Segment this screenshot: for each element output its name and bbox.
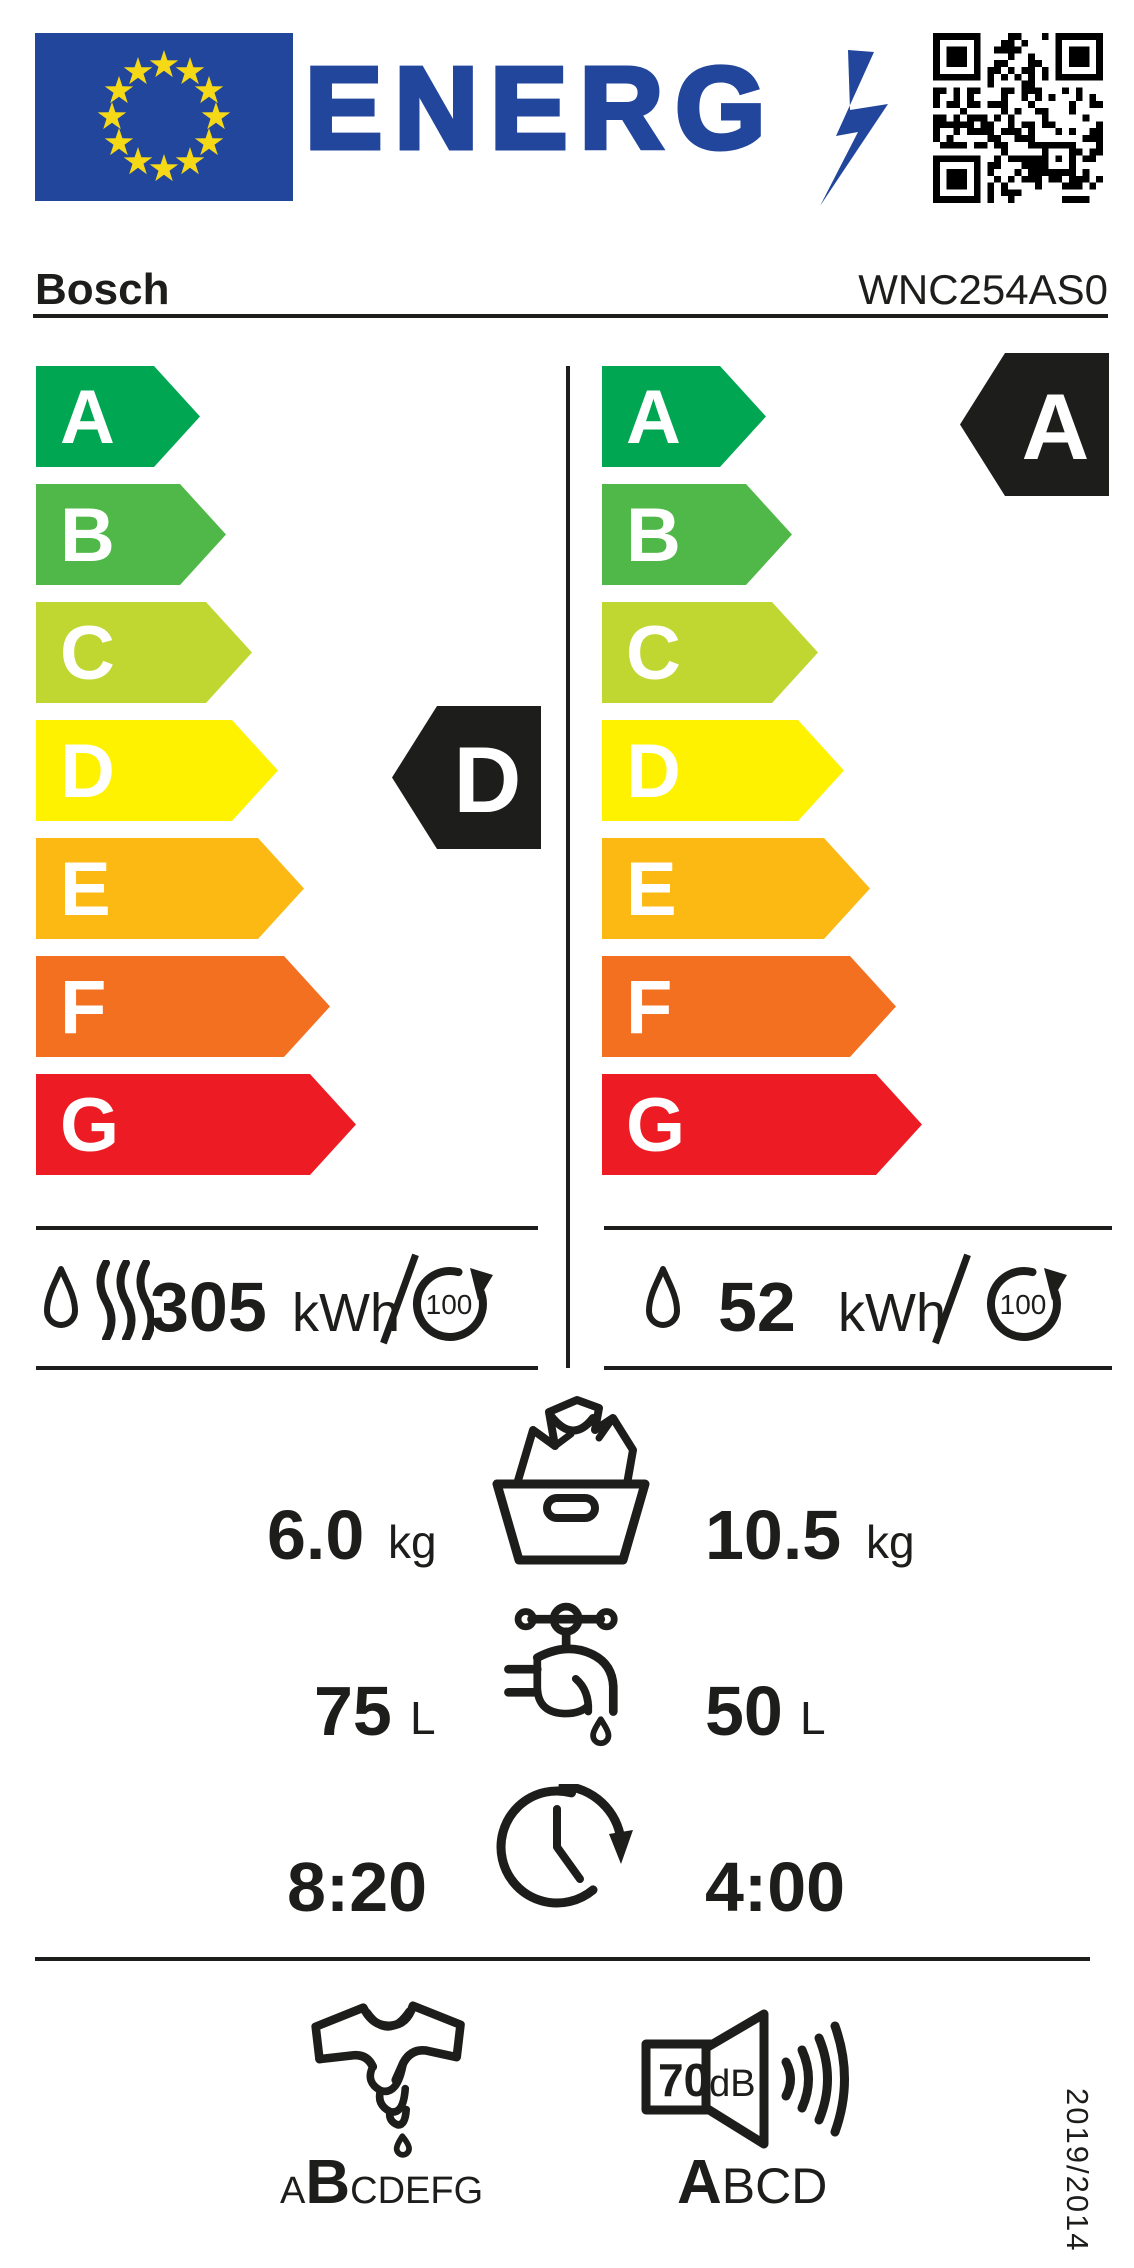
left-rating-letter: D	[453, 727, 522, 832]
duration-right-value: 4:00	[705, 1848, 846, 1926]
noise-class-after: BCD	[721, 2158, 828, 2214]
right-grade-arrow-a: A	[602, 366, 766, 467]
model-number: WNC254AS0	[858, 266, 1108, 313]
lightning-bolt-icon	[820, 50, 888, 206]
left-energy-unit: kWh	[292, 1283, 400, 1343]
right-grade-letter: C	[626, 611, 681, 696]
right-grade-letter: D	[626, 729, 681, 814]
capacity-right-unit: kg	[866, 1516, 915, 1568]
cycles-100-icon: 100	[986, 1266, 1067, 1341]
cycles-100-icon: 100	[412, 1266, 493, 1341]
eu-star-icon	[104, 76, 134, 104]
tap-icon	[504, 1602, 618, 1747]
eu-flag-icon	[35, 33, 293, 201]
noise-class-rated: A	[677, 2148, 722, 2217]
left-grade-letter: C	[60, 611, 115, 696]
left-grade-letter: E	[60, 847, 111, 932]
eu-star-icon	[149, 154, 179, 182]
energ-wordmark: ENERG	[303, 43, 778, 173]
noise-class-letters: ABCD	[677, 2152, 827, 2214]
left-kwh-bottom-rule	[36, 1366, 538, 1370]
right-kwh-bottom-rule	[604, 1366, 1112, 1370]
capacity-left-value: 6.0	[267, 1496, 365, 1574]
right-rating-indicator: A	[960, 353, 1109, 496]
spin-class-letters: ABCDEFG	[280, 2152, 483, 2214]
right-grade-letter: A	[626, 375, 681, 460]
noise-db-badge: 70dB	[658, 2057, 756, 2103]
left-grade-arrow-b: B	[36, 484, 226, 585]
right-grade-letter: F	[626, 965, 673, 1050]
left-grade-arrow-c: C	[36, 602, 252, 703]
right-grade-letter: G	[626, 1083, 686, 1168]
spin-class-rated: B	[305, 2148, 351, 2217]
eu-star-icon	[149, 50, 179, 78]
eu-star-icon	[175, 57, 205, 85]
spin-class-after: CDEFG	[350, 2170, 484, 2212]
water-drop-icon	[646, 1266, 680, 1328]
right-grade-arrow-b: B	[602, 484, 792, 585]
left-grade-letter: A	[60, 375, 115, 460]
water-right-value: 50	[705, 1672, 783, 1750]
speaker-icon	[641, 2009, 849, 2149]
water-right-unit: L	[800, 1692, 826, 1744]
header-rule	[33, 314, 1108, 318]
clock-icon	[496, 1784, 633, 1908]
left-grade-letter: B	[60, 493, 115, 578]
spin-class-before: A	[280, 2170, 306, 2212]
right-kwh-top-rule	[604, 1226, 1112, 1230]
eu-star-icon	[123, 147, 153, 175]
left-grade-letter: D	[60, 729, 115, 814]
left-kwh-top-rule	[36, 1226, 538, 1230]
left-grade-arrow-a: A	[36, 366, 200, 467]
capacity-right-value: 10.5	[705, 1496, 842, 1574]
eu-star-icon	[175, 147, 205, 175]
water-left-unit: L	[410, 1692, 436, 1744]
column-divider	[566, 366, 570, 1368]
left-grade-letter: F	[60, 965, 107, 1050]
capacity-left-unit: kg	[388, 1516, 437, 1568]
duration-left-value: 8:20	[287, 1848, 428, 1926]
left-grade-arrow-e: E	[36, 838, 304, 939]
right-rating-letter: A	[1021, 374, 1090, 479]
left-grade-arrow-d: D	[36, 720, 278, 821]
right-grade-arrow-g: G	[602, 1074, 922, 1175]
eu-star-icon	[201, 102, 231, 130]
water-drop-icon	[44, 1266, 78, 1328]
eu-star-icon	[104, 128, 134, 156]
right-grade-arrow-f: F	[602, 956, 896, 1057]
left-grade-letter: G	[60, 1083, 120, 1168]
left-rating-indicator: D	[392, 706, 541, 849]
left-energy-value: 305	[150, 1268, 267, 1346]
svg-text:100: 100	[1000, 1289, 1047, 1320]
right-grade-arrow-c: C	[602, 602, 818, 703]
svg-text:100: 100	[426, 1289, 473, 1320]
regulation-number: 2019/2014	[1060, 2088, 1095, 2253]
right-grade-letter: B	[626, 493, 681, 578]
qr-code-icon	[933, 33, 1103, 203]
heat-waves-icon	[96, 1260, 154, 1340]
noise-db-value: 70	[658, 2054, 710, 2106]
laundry-basket-icon	[492, 1396, 650, 1565]
eu-star-icon	[194, 128, 224, 156]
right-grade-letter: E	[626, 847, 677, 932]
left-grade-arrow-f: F	[36, 956, 330, 1057]
eu-star-icon	[194, 76, 224, 104]
right-grade-arrow-e: E	[602, 838, 870, 939]
water-left-value: 75	[314, 1672, 392, 1750]
eu-star-icon	[123, 57, 153, 85]
left-grade-arrow-g: G	[36, 1074, 356, 1175]
right-energy-unit: kWh	[838, 1283, 946, 1343]
bottom-section-rule	[35, 1957, 1090, 1961]
right-energy-value: 52	[718, 1268, 796, 1346]
wrung-shirt-icon	[311, 2001, 465, 2158]
eu-star-icon	[97, 102, 127, 130]
noise-db-unit: dB	[709, 2063, 756, 2105]
right-grade-arrow-d: D	[602, 720, 844, 821]
brand-name: Bosch	[35, 265, 170, 314]
